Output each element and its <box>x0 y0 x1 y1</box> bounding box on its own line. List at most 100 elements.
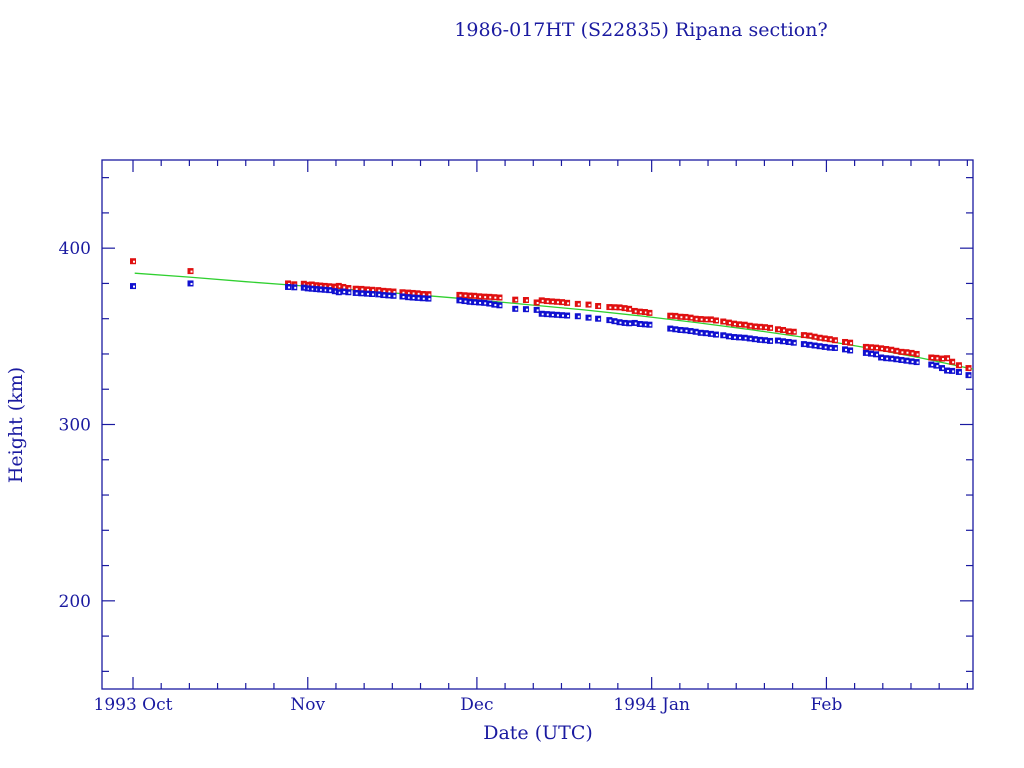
perigee-point <box>358 290 365 297</box>
apogee-point <box>425 291 432 298</box>
marker-notch <box>541 299 544 302</box>
marker-notch <box>739 323 742 326</box>
marker-notch <box>845 348 848 351</box>
apogee-point <box>491 294 498 301</box>
apogee-point <box>806 332 813 339</box>
perigee-point <box>736 334 743 341</box>
marker-notch <box>824 346 827 349</box>
marker-notch <box>644 323 647 326</box>
marker-notch <box>916 361 919 364</box>
marker-notch <box>911 352 914 355</box>
marker-notch <box>690 330 693 333</box>
perigee-point <box>908 358 915 365</box>
marker-notch <box>133 285 136 288</box>
x-tick-label: Nov <box>290 695 325 715</box>
perigee-point <box>641 321 648 328</box>
marker-notch <box>525 308 528 311</box>
marker-notch <box>931 356 934 359</box>
perigee-point <box>626 320 633 327</box>
chart-title: 1986-017HT (S22835) Ripana section? <box>454 19 827 41</box>
marker-notch <box>958 364 961 367</box>
marker-notch <box>829 347 832 350</box>
perigee-point <box>390 292 397 299</box>
marker-notch <box>372 293 375 296</box>
apogee-point <box>821 335 828 342</box>
perigee-point <box>380 292 387 299</box>
perigee-point <box>767 337 774 344</box>
marker-notch <box>383 294 386 297</box>
perigee-point <box>559 312 566 319</box>
apogee-point <box>908 349 915 356</box>
marker-notch <box>361 288 364 291</box>
perigee-point <box>456 297 463 304</box>
perigee-point <box>702 330 709 337</box>
apogee-point <box>409 289 416 296</box>
apogee-point <box>621 305 628 312</box>
marker-notch <box>494 304 497 307</box>
perigee-point <box>965 372 972 379</box>
perigee-point <box>955 368 962 375</box>
marker-notch <box>294 286 297 289</box>
y-tick-label: 400 <box>59 239 91 259</box>
apogee-point <box>725 319 732 326</box>
marker-notch <box>865 352 868 355</box>
marker-notch <box>639 323 642 326</box>
data-points <box>130 258 972 379</box>
perigee-point <box>903 357 910 364</box>
marker-notch <box>759 326 762 329</box>
apogee-point <box>677 313 684 320</box>
apogee-point <box>481 293 488 300</box>
marker-notch <box>911 360 914 363</box>
apogee-point <box>697 316 704 323</box>
perigee-point <box>340 288 347 295</box>
perigee-point <box>707 330 714 337</box>
marker-notch <box>489 296 492 299</box>
marker-notch <box>896 350 899 353</box>
marker-notch <box>793 331 796 334</box>
perigee-point <box>928 361 935 368</box>
apogee-point <box>780 326 787 333</box>
apogee-point <box>878 345 885 352</box>
marker-notch <box>819 337 822 340</box>
marker-notch <box>324 285 327 288</box>
marker-notch <box>809 344 812 347</box>
marker-notch <box>886 348 889 351</box>
marker-notch <box>809 335 812 338</box>
marker-notch <box>459 299 462 302</box>
marker-notch <box>338 291 341 294</box>
perigee-point <box>712 331 719 338</box>
perigee-point <box>790 339 797 346</box>
y-axis-ticks <box>102 177 973 672</box>
marker-notch <box>515 308 518 311</box>
perigee-point <box>616 319 623 326</box>
marker-notch <box>958 371 961 374</box>
marker-notch <box>886 357 889 360</box>
marker-notch <box>783 329 786 332</box>
x-tick-label: Feb <box>811 695 843 715</box>
apogee-point <box>816 334 823 341</box>
marker-notch <box>644 311 647 314</box>
marker-notch <box>819 345 822 348</box>
perigee-point <box>496 302 503 309</box>
marker-notch <box>705 318 708 321</box>
marker-notch <box>288 282 291 285</box>
x-axis-label: Date (UTC) <box>483 722 593 744</box>
marker-notch <box>412 297 415 300</box>
perigee-point <box>466 298 473 305</box>
marker-notch <box>777 340 780 343</box>
perigee-point <box>730 334 737 341</box>
apogee-point <box>720 318 727 325</box>
apogee-point <box>308 281 315 288</box>
marker-notch <box>733 336 736 339</box>
marker-notch <box>759 339 762 342</box>
perigee-point <box>687 328 694 335</box>
apogee-point <box>751 323 758 330</box>
perigee-point <box>606 317 613 324</box>
marker-notch <box>700 332 703 335</box>
apogee-point <box>496 294 503 301</box>
marker-notch <box>355 288 358 291</box>
apogee-point <box>606 304 613 311</box>
marker-notch <box>484 302 487 305</box>
marker-notch <box>739 336 742 339</box>
perigee-point <box>335 289 342 296</box>
